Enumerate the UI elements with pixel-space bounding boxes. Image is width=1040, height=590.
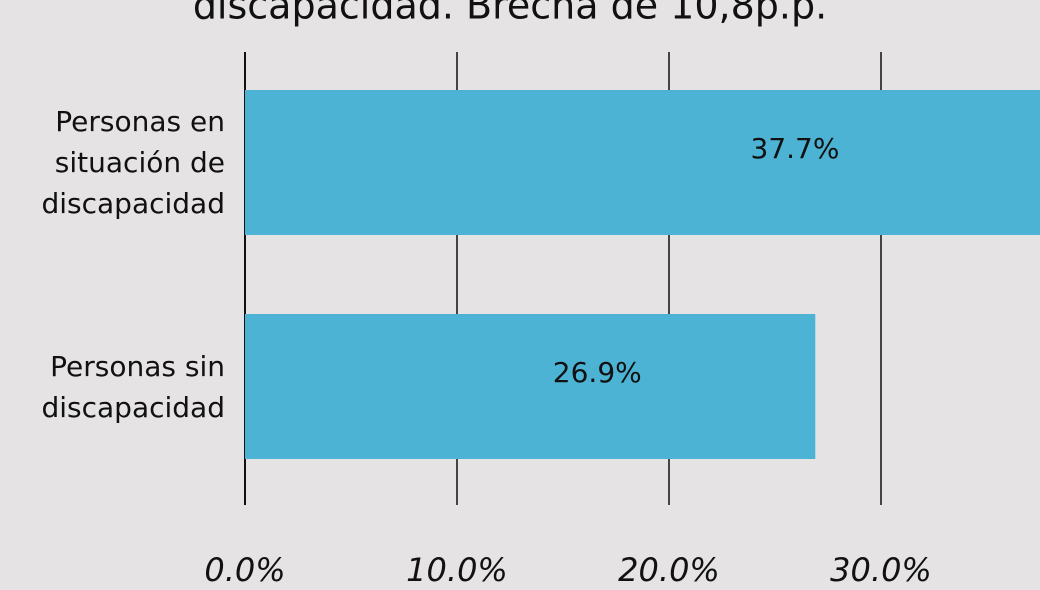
x-tick-label: 30.0% <box>830 551 932 589</box>
x-tick-label: 0.0% <box>204 551 285 589</box>
category-label: Personas sin discapacidad <box>10 346 225 428</box>
bar <box>245 314 815 459</box>
chart-title: discapacidad. Brecha de 10,8p.p. <box>193 0 827 28</box>
x-tick-label: 10.0% <box>406 551 508 589</box>
value-label: 26.9% <box>553 356 642 389</box>
bars <box>245 90 1040 459</box>
page: {"chart_data": {"type": "bar", "orientat… <box>0 0 1040 590</box>
chart: discapacidad. Brecha de 10,8p.p. 0.0% 10.… <box>0 0 1040 590</box>
category-label: Personas en situación de discapacidad <box>10 101 225 224</box>
bar <box>245 90 1040 235</box>
value-label: 37.7% <box>751 132 840 165</box>
x-tick-label: 20.0% <box>618 551 720 589</box>
